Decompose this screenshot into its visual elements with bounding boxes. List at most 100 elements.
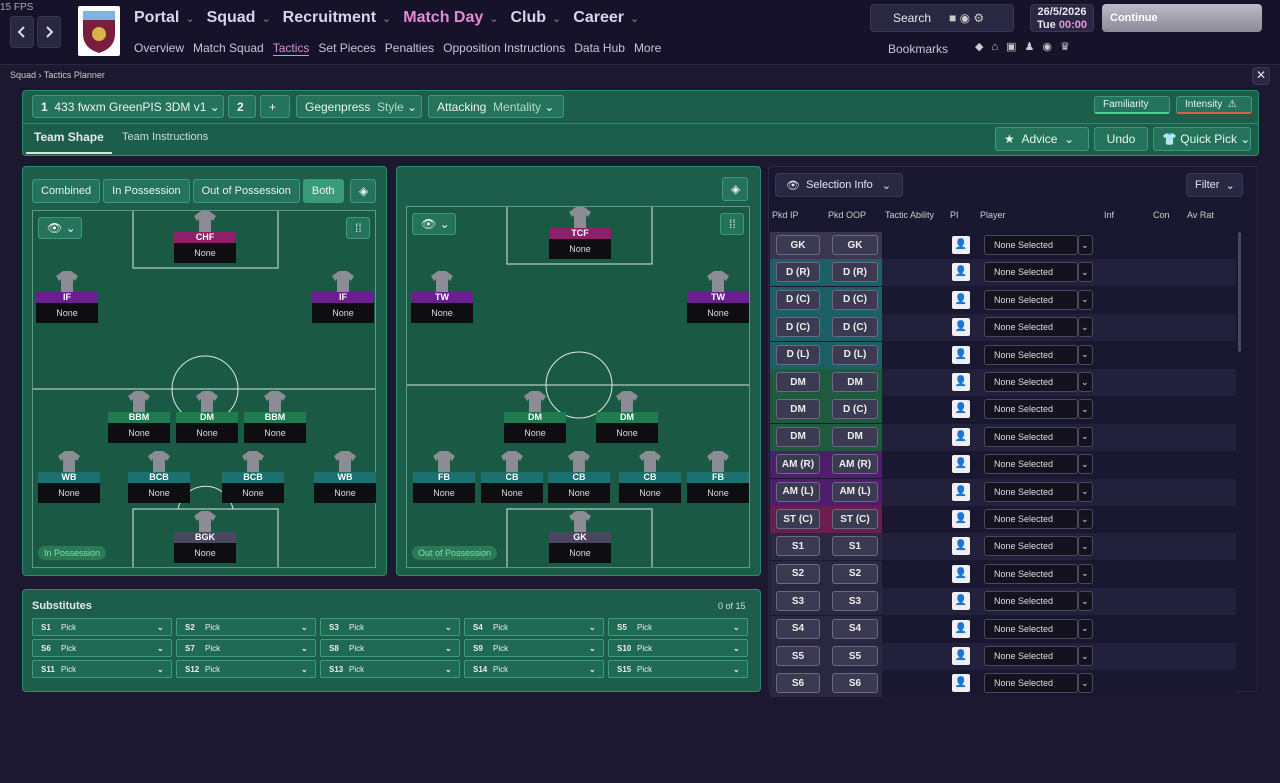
sub-slot[interactable]: S3 Pick ⌄	[320, 618, 460, 636]
quick-pick[interactable]: 👕 Quick Pick ⌄	[1153, 127, 1251, 151]
pkd-oop[interactable]: DM	[832, 426, 878, 447]
pi-icon[interactable]: 👤	[952, 647, 970, 665]
advice-button[interactable]: ★ Advice ⌄	[995, 127, 1089, 151]
sub-nav-item[interactable]: Match Squad	[193, 41, 264, 55]
pkd-oop[interactable]: AM (R)	[832, 454, 878, 475]
pitch-tool[interactable]: ◈	[722, 177, 748, 201]
tab[interactable]: Team Instructions	[122, 131, 209, 143]
player-card[interactable]: IF None	[312, 270, 374, 323]
player-dropdown[interactable]: None Selected	[984, 646, 1078, 666]
player-dropdown[interactable]: None Selected	[984, 509, 1078, 529]
pi-icon[interactable]: 👤	[952, 427, 970, 446]
dropdown-caret[interactable]: ⌄	[1078, 591, 1093, 612]
pi-icon[interactable]: 👤	[952, 400, 970, 419]
pi-icon[interactable]: 👤	[952, 263, 970, 282]
pkd-oop[interactable]: S2	[832, 563, 878, 584]
nav-item[interactable]: Portal	[134, 9, 180, 26]
player-card[interactable]: GK None	[549, 510, 611, 563]
dropdown-caret[interactable]: ⌄	[1078, 317, 1093, 338]
dropdown-caret[interactable]: ⌄	[1078, 372, 1093, 392]
sub-nav-item[interactable]: More	[633, 41, 662, 55]
pkd-ip[interactable]: GK	[776, 235, 820, 255]
familiarity[interactable]: Familiarity	[1094, 96, 1170, 114]
sub-slot[interactable]: S7 Pick ⌄	[176, 639, 316, 657]
continue-button[interactable]: Continue	[1102, 4, 1262, 32]
player-card[interactable]: TW None	[687, 270, 749, 323]
pkd-oop[interactable]: S4	[832, 618, 878, 639]
dropdown-caret[interactable]: ⌄	[1078, 289, 1093, 310]
pkd-ip[interactable]: ST (C)	[776, 509, 820, 529]
pkd-oop[interactable]: AM (L)	[832, 481, 878, 502]
nav-item[interactable]: Recruitment	[282, 9, 377, 26]
pkd-ip[interactable]: D (C)	[776, 317, 820, 338]
date-box[interactable]: 26/5/2026 Tue 00:00	[1030, 4, 1094, 32]
pkd-ip[interactable]: D (R)	[776, 262, 820, 283]
dropdown-caret[interactable]: ⌄	[1078, 235, 1093, 255]
sub-nav-item[interactable]: Data Hub	[574, 41, 625, 55]
pi-icon[interactable]: 👤	[952, 510, 970, 528]
pkd-ip[interactable]: S6	[776, 673, 820, 694]
view-toggle[interactable]: 👁 ⌄	[412, 213, 456, 235]
sub-slot[interactable]: S14 Pick ⌄	[464, 660, 604, 678]
dropdown-caret[interactable]: ⌄	[1078, 618, 1093, 639]
pi-icon[interactable]: 👤	[952, 564, 970, 583]
sub-nav-item[interactable]: Penalties	[384, 41, 435, 55]
intensity[interactable]: Intensity ⚠	[1176, 96, 1252, 114]
sub-nav-item[interactable]: Set Pieces	[318, 41, 376, 55]
pi-icon[interactable]: 👤	[952, 619, 970, 638]
pkd-ip[interactable]: S1	[776, 536, 820, 557]
sub-nav-item[interactable]: Tactics	[272, 41, 310, 56]
player-dropdown[interactable]: None Selected	[984, 481, 1078, 502]
pkd-ip[interactable]: D (C)	[776, 289, 820, 310]
pkd-ip[interactable]: S2	[776, 563, 820, 584]
close-button[interactable]: ✕	[1252, 67, 1270, 85]
pkd-oop[interactable]: D (L)	[832, 344, 878, 365]
player-card[interactable]: IF None	[36, 270, 98, 323]
dropdown-caret[interactable]: ⌄	[1078, 536, 1093, 557]
player-card[interactable]: DM None	[504, 390, 566, 443]
search-bar[interactable]: Search ■ ◉ ⚙	[870, 4, 1014, 32]
player-dropdown[interactable]: None Selected	[984, 372, 1078, 392]
nav-item[interactable]: Club	[510, 9, 547, 26]
pkd-oop[interactable]: S6	[832, 673, 878, 694]
filter[interactable]: Filter ⌄	[1186, 173, 1243, 197]
pkd-ip[interactable]: AM (R)	[776, 454, 820, 475]
player-card[interactable]: BCB None	[222, 450, 284, 503]
sub-slot[interactable]: S15 Pick ⌄	[608, 660, 748, 678]
player-card[interactable]: TCF None	[549, 206, 611, 259]
view-toggle[interactable]: 👁 ⌄	[38, 217, 82, 239]
dropdown-caret[interactable]: ⌄	[1078, 673, 1093, 694]
dropdown-caret[interactable]: ⌄	[1078, 262, 1093, 283]
pkd-oop[interactable]: S5	[832, 646, 878, 666]
style-select[interactable]: Gegenpress Style ⌄	[296, 95, 422, 118]
club-crest[interactable]	[78, 6, 120, 56]
phase-button[interactable]: Out of Possession	[192, 179, 300, 203]
pkd-ip[interactable]: DM	[776, 426, 820, 447]
player-dropdown[interactable]: None Selected	[984, 673, 1078, 694]
player-card[interactable]: BGK None	[174, 510, 236, 563]
phase-button[interactable]: In Possession	[103, 179, 190, 203]
bookmarks[interactable]: Bookmarks	[888, 42, 949, 56]
nav-item[interactable]: Career	[573, 9, 624, 26]
dropdown-caret[interactable]: ⌄	[1078, 646, 1093, 666]
pi-icon[interactable]: 👤	[952, 345, 970, 364]
player-card[interactable]: CB None	[548, 450, 610, 503]
player-card[interactable]: CHF None	[174, 210, 236, 263]
player-card[interactable]: DM None	[596, 390, 658, 443]
sub-slot[interactable]: S5 Pick ⌄	[608, 618, 748, 636]
pkd-oop[interactable]: D (C)	[832, 317, 878, 338]
player-dropdown[interactable]: None Selected	[984, 618, 1078, 639]
grid-toggle[interactable]: ⁞⁞	[346, 217, 370, 239]
undo-button[interactable]: Undo	[1094, 127, 1148, 151]
player-dropdown[interactable]: None Selected	[984, 289, 1078, 310]
pkd-oop[interactable]: D (C)	[832, 399, 878, 420]
player-card[interactable]: BBM None	[108, 390, 170, 443]
pkd-ip[interactable]: S5	[776, 646, 820, 666]
selection-info[interactable]: 👁 Selection Info ⌄	[775, 173, 903, 197]
pi-icon[interactable]: 👤	[952, 455, 970, 474]
player-dropdown[interactable]: None Selected	[984, 344, 1078, 365]
dropdown-caret[interactable]: ⌄	[1078, 426, 1093, 447]
pi-icon[interactable]: 👤	[952, 290, 970, 309]
sub-nav-item[interactable]: Overview	[134, 41, 185, 55]
pi-icon[interactable]: 👤	[952, 592, 970, 611]
